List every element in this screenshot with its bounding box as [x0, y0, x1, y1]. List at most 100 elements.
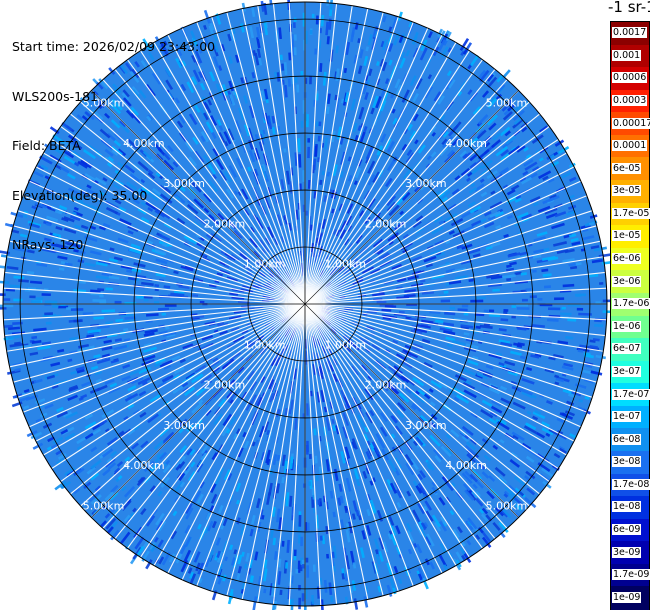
data-speckle [433, 91, 442, 102]
data-speckle [333, 468, 339, 481]
data-speckle [405, 49, 411, 57]
data-speckle [499, 167, 510, 175]
data-speckle [249, 26, 255, 39]
data-speckle [393, 371, 406, 382]
ray-line [304, 303, 541, 495]
data-speckle [157, 490, 163, 497]
data-speckle [425, 535, 433, 546]
colorbar-tick-label: 0.00017 [612, 117, 650, 129]
data-speckle [475, 497, 484, 507]
ray-line [304, 303, 575, 442]
data-speckle [33, 170, 44, 178]
data-speckle [141, 381, 148, 386]
data-speckle [541, 255, 556, 261]
data-speckle [149, 393, 161, 403]
data-speckle [406, 149, 413, 157]
data-speckle [325, 417, 331, 431]
data-speckle [159, 451, 168, 461]
data-speckle [356, 405, 365, 418]
data-speckle [104, 156, 115, 166]
data-speckle [486, 73, 495, 82]
data-speckle [101, 448, 114, 458]
data-speckle [394, 425, 403, 436]
data-speckle [323, 137, 329, 150]
data-speckle [270, 583, 275, 597]
data-speckle [332, 373, 338, 383]
data-speckle [184, 265, 194, 270]
data-speckle [463, 389, 477, 399]
data-speckle [340, 519, 345, 529]
data-speckle [259, 129, 266, 142]
data-speckle [187, 199, 195, 207]
data-speckle [256, 521, 262, 532]
data-speckle [218, 467, 225, 476]
data-speckle [468, 186, 478, 194]
data-speckle [166, 242, 173, 248]
data-speckle [188, 113, 198, 126]
data-speckle [391, 263, 402, 270]
data-speckle [475, 490, 481, 497]
data-speckle [498, 339, 511, 344]
data-speckle [57, 348, 65, 353]
data-speckle [506, 214, 513, 220]
data-speckle [492, 521, 501, 531]
data-speckle [520, 272, 527, 276]
data-speckle [270, 263, 278, 271]
data-speckle [444, 311, 456, 316]
data-speckle [512, 118, 524, 129]
data-speckle [64, 150, 75, 159]
data-speckle [361, 266, 375, 275]
data-speckle [218, 132, 226, 144]
data-speckle [569, 176, 577, 182]
data-speckle [564, 410, 575, 417]
data-speckle [223, 131, 232, 145]
data-speckle [455, 559, 462, 568]
data-speckle [263, 88, 269, 100]
data-speckle [477, 526, 484, 534]
data-speckle [213, 34, 218, 42]
data-speckle [589, 221, 595, 226]
data-speckle [538, 157, 544, 162]
data-speckle [106, 132, 116, 142]
data-speckle [415, 77, 423, 90]
data-speckle [399, 359, 413, 369]
ray-line [304, 303, 508, 529]
data-speckle [389, 578, 395, 589]
data-speckle [525, 366, 533, 371]
data-speckle [556, 417, 565, 424]
data-speckle [203, 192, 213, 203]
data-speckle [216, 119, 222, 126]
data-speckle [396, 111, 404, 122]
data-speckle [174, 496, 180, 503]
data-speckle [94, 485, 102, 492]
data-speckle [462, 381, 476, 390]
data-speckle [404, 289, 416, 293]
data-speckle [137, 476, 145, 484]
colorbar-title: -1 sr-1 [608, 0, 650, 16]
data-speckle [488, 96, 497, 105]
data-speckle [452, 558, 462, 571]
data-speckle [241, 551, 245, 557]
data-speckle [407, 275, 419, 281]
data-speckle [392, 117, 398, 125]
data-speckle [357, 125, 362, 131]
data-speckle [90, 472, 100, 481]
ray-line [304, 225, 597, 305]
data-speckle [483, 323, 490, 327]
data-speckle [263, 195, 271, 209]
data-speckle [548, 428, 560, 436]
data-speckle [340, 450, 346, 464]
data-speckle [411, 346, 421, 352]
data-speckle [95, 261, 108, 267]
data-speckle [219, 330, 228, 336]
data-speckle [200, 82, 206, 91]
data-speckle [481, 471, 490, 479]
data-speckle [64, 262, 73, 267]
data-speckle [397, 277, 407, 283]
data-speckle [41, 341, 52, 346]
data-speckle [176, 217, 186, 225]
data-speckle [312, 158, 317, 171]
data-speckle [35, 398, 46, 405]
data-speckle [110, 119, 121, 129]
data-speckle [475, 479, 485, 489]
